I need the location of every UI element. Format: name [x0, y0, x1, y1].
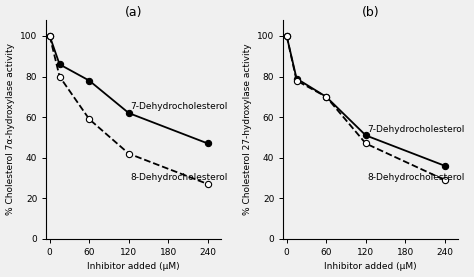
Title: (a): (a) — [125, 6, 143, 19]
Y-axis label: % Cholesterol 7α-hydroxylase activity: % Cholesterol 7α-hydroxylase activity — [6, 43, 15, 215]
X-axis label: Inhibitor added (μM): Inhibitor added (μM) — [324, 262, 417, 271]
Text: 8-Dehydrocholesterol: 8-Dehydrocholesterol — [130, 173, 228, 183]
X-axis label: Inhibitor added (μM): Inhibitor added (μM) — [87, 262, 180, 271]
Text: 8-Dehydrocholesterol: 8-Dehydrocholesterol — [367, 173, 465, 183]
Text: 7-Dehydrocholesterol: 7-Dehydrocholesterol — [130, 102, 228, 111]
Y-axis label: % Cholesterol 27-hydroxylase activity: % Cholesterol 27-hydroxylase activity — [243, 43, 252, 215]
Title: (b): (b) — [362, 6, 380, 19]
Text: 7-Dehydrocholesterol: 7-Dehydrocholesterol — [367, 125, 465, 134]
